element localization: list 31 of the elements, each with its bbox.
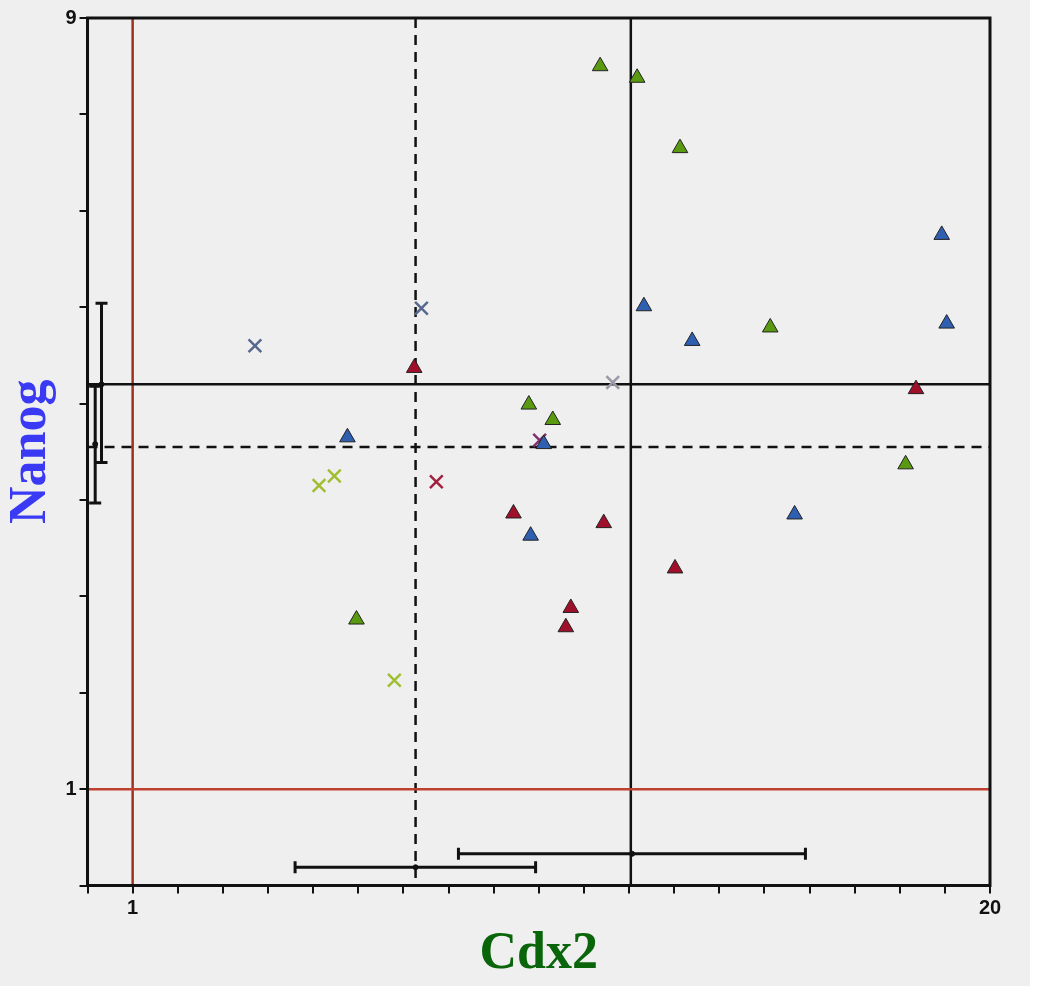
point bbox=[311, 477, 327, 494]
point bbox=[532, 432, 548, 448]
point bbox=[348, 610, 365, 625]
point bbox=[938, 314, 955, 329]
point bbox=[786, 504, 803, 520]
point bbox=[907, 379, 925, 395]
point bbox=[522, 526, 539, 541]
point bbox=[897, 454, 914, 470]
point bbox=[628, 68, 646, 83]
point bbox=[666, 558, 684, 574]
point bbox=[413, 300, 430, 316]
x-tick-label: 20 bbox=[978, 896, 1002, 919]
y-axis-title: Nanog bbox=[0, 379, 56, 525]
y-tick-label: 9 bbox=[65, 5, 77, 28]
point bbox=[562, 598, 580, 613]
point bbox=[405, 358, 423, 373]
point bbox=[933, 225, 951, 240]
point bbox=[591, 56, 609, 72]
point bbox=[671, 138, 689, 154]
point bbox=[386, 672, 402, 688]
point bbox=[683, 331, 701, 346]
point bbox=[544, 410, 562, 425]
point bbox=[535, 434, 553, 450]
point bbox=[595, 513, 613, 529]
point bbox=[761, 317, 779, 333]
point bbox=[339, 427, 356, 443]
point bbox=[505, 504, 522, 519]
point bbox=[635, 296, 653, 312]
point bbox=[557, 617, 575, 633]
point bbox=[520, 395, 538, 410]
x-axis-title: Cdx2 bbox=[479, 922, 598, 980]
